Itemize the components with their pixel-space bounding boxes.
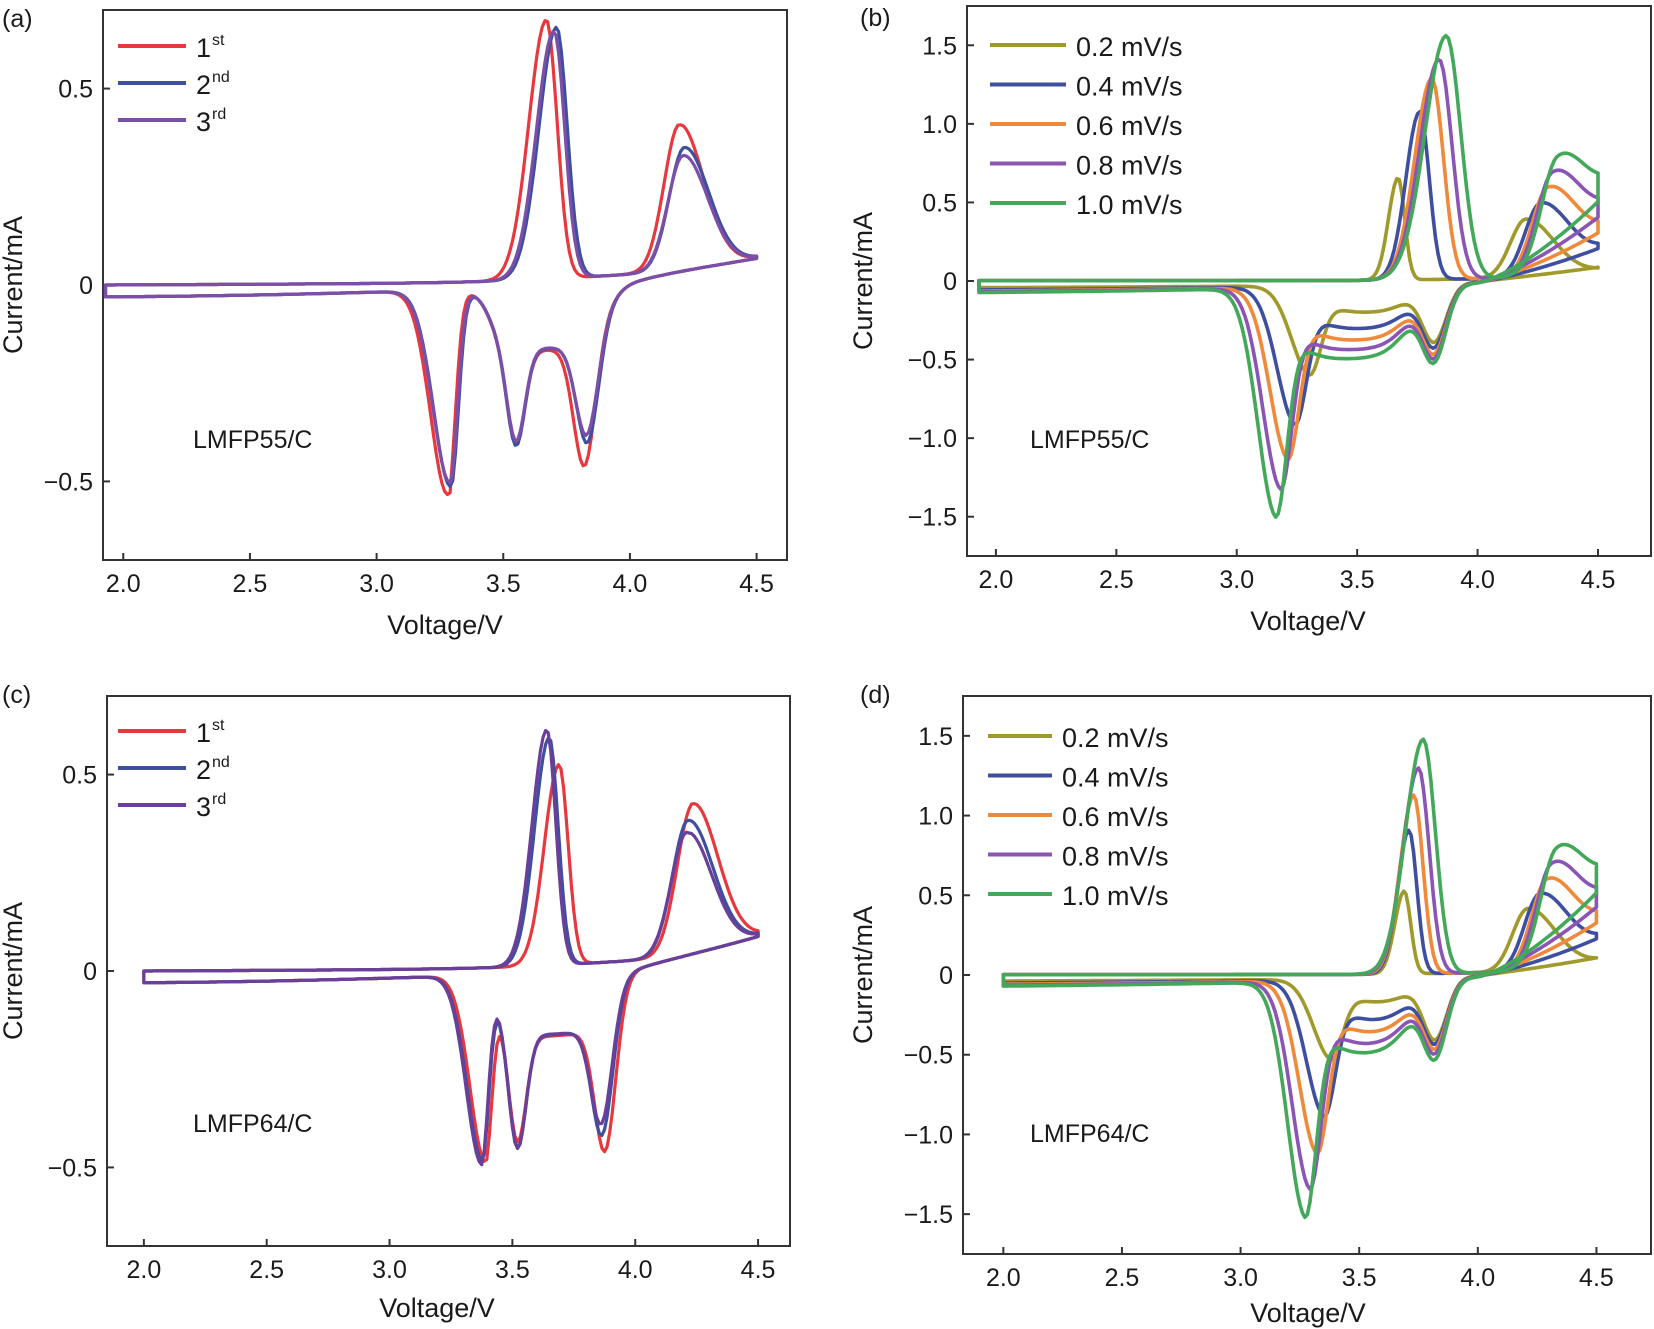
- y-tick-label: 0: [943, 268, 957, 296]
- y-tick-label: 0: [79, 272, 93, 300]
- panel-label: (d): [860, 681, 891, 709]
- x-tick-label: 2.0: [126, 1256, 161, 1284]
- x-tick-label: 2.5: [1105, 1264, 1140, 1292]
- y-tick-label: 0: [939, 962, 953, 990]
- series-line-1-0-mv-s: [977, 33, 1600, 519]
- x-tick-label: 4.5: [1581, 566, 1616, 594]
- legend-entry: 2nd: [196, 754, 230, 785]
- sample-label: LMFP55/C: [1030, 426, 1149, 454]
- legend-entry: 1.0 mV/s: [1076, 190, 1183, 220]
- y-axis-label: Current/mA: [848, 906, 878, 1044]
- series-line-3rd: [103, 29, 759, 485]
- x-tick-label: 3.0: [1223, 1264, 1258, 1292]
- chart-panel-b: 2.0 2.5 3.0 3.5 4.0 4.5 −1.5 −1.0 −0.5 0 0.5 1.0 1.5…: [848, 4, 1652, 636]
- y-tick-label: −0.5: [908, 347, 957, 375]
- y-tick-label: −1.5: [908, 504, 957, 532]
- x-tick-label: 3.5: [1340, 566, 1375, 594]
- legend-entry: 2nd: [196, 69, 230, 100]
- x-tick-label: 4.0: [1460, 566, 1495, 594]
- x-tick-label: 3.0: [372, 1256, 407, 1284]
- y-axis-label: Current/mA: [0, 902, 28, 1040]
- sample-label: LMFP55/C: [193, 426, 312, 454]
- panel-label: (c): [2, 681, 31, 709]
- panel-label: (a): [2, 5, 33, 33]
- legend-entry: 0.8 mV/s: [1062, 842, 1169, 872]
- x-tick-label: 2.0: [986, 1264, 1021, 1292]
- x-tick-label: 2.5: [1099, 566, 1134, 594]
- x-tick-label: 4.5: [739, 570, 774, 598]
- x-tick-label: 3.0: [359, 570, 394, 598]
- legend-entry: 0.6 mV/s: [1076, 111, 1183, 141]
- series-line-1-0-mv-s: [1001, 737, 1599, 1220]
- y-tick-label: −0.5: [904, 1042, 953, 1070]
- y-tick-label: −0.5: [44, 468, 93, 496]
- legend-entry: 3rd: [196, 106, 226, 137]
- chart-panel-d: 2.0 2.5 3.0 3.5 4.0 4.5 −1.5 −1.0 −0.5 0 0.5 1.0 1.5…: [848, 681, 1652, 1328]
- legend-entry: 0.4 mV/s: [1076, 72, 1183, 102]
- x-tick-label: 4.0: [618, 1256, 653, 1284]
- legend-entry: 0.4 mV/s: [1062, 763, 1169, 793]
- legend-entry: 0.2 mV/s: [1076, 32, 1183, 62]
- y-tick-label: 0.5: [922, 189, 957, 217]
- y-tick-label: −0.5: [48, 1154, 97, 1182]
- y-tick-label: 0.5: [918, 882, 953, 910]
- series-line-0-6-mv-s: [977, 77, 1600, 462]
- legend-entry: 1st: [196, 32, 225, 63]
- y-tick-label: 1.0: [922, 111, 957, 139]
- y-tick-label: −1.5: [904, 1201, 953, 1229]
- sample-label: LMFP64/C: [1030, 1120, 1149, 1148]
- chart-panel-a: 2.0 2.5 3.0 3.5 4.0 4.5 −0.5 0 0.5 Voltage/V Curre…: [0, 5, 788, 640]
- legend-entry: 1.0 mV/s: [1062, 881, 1169, 911]
- legend-entry: 3rd: [196, 791, 226, 822]
- y-tick-label: 0: [83, 958, 97, 986]
- x-tick-label: 4.5: [741, 1256, 776, 1284]
- legend-entry: 0.8 mV/s: [1076, 151, 1183, 181]
- series-line-3rd: [142, 728, 760, 1167]
- legend-entry: 0.2 mV/s: [1062, 723, 1169, 753]
- series-line-2nd: [142, 736, 760, 1163]
- y-axis-label: Current/mA: [0, 216, 28, 354]
- legend-entry: 0.6 mV/s: [1062, 802, 1169, 832]
- x-axis-label: Voltage/V: [379, 1293, 495, 1323]
- x-tick-label: 3.0: [1219, 566, 1254, 594]
- x-tick-label: 3.5: [486, 570, 521, 598]
- x-axis-label: Voltage/V: [1250, 606, 1366, 636]
- x-axis-label: Voltage/V: [387, 610, 503, 640]
- y-axis-label: Current/mA: [848, 212, 878, 350]
- x-tick-label: 4.5: [1579, 1264, 1614, 1292]
- x-axis-label: Voltage/V: [1250, 1298, 1366, 1328]
- panel-label: (b): [860, 4, 891, 32]
- y-tick-label: −1.0: [908, 425, 957, 453]
- x-tick-label: 4.0: [613, 570, 648, 598]
- y-tick-label: 0.5: [62, 762, 97, 790]
- x-tick-label: 2.0: [106, 570, 141, 598]
- x-tick-label: 3.5: [1342, 1264, 1377, 1292]
- x-tick-label: 3.5: [495, 1256, 530, 1284]
- legend-entry: 1st: [196, 717, 225, 748]
- sample-label: LMFP64/C: [193, 1110, 312, 1138]
- series-line-0-4-mv-s: [977, 109, 1600, 426]
- y-tick-label: 0.5: [58, 76, 93, 104]
- x-tick-label: 2.5: [233, 570, 268, 598]
- y-tick-label: 1.5: [918, 723, 953, 751]
- x-tick-label: 2.0: [979, 566, 1014, 594]
- y-tick-label: 1.0: [918, 803, 953, 831]
- x-tick-label: 4.0: [1460, 1264, 1495, 1292]
- chart-panel-c: 2.0 2.5 3.0 3.5 4.0 4.5 −0.5 0 0.5 Voltage/V Curre…: [0, 681, 791, 1323]
- x-tick-label: 2.5: [249, 1256, 284, 1284]
- y-tick-label: 1.5: [922, 32, 957, 60]
- series-line-1st: [142, 763, 760, 1163]
- y-tick-label: −1.0: [904, 1121, 953, 1149]
